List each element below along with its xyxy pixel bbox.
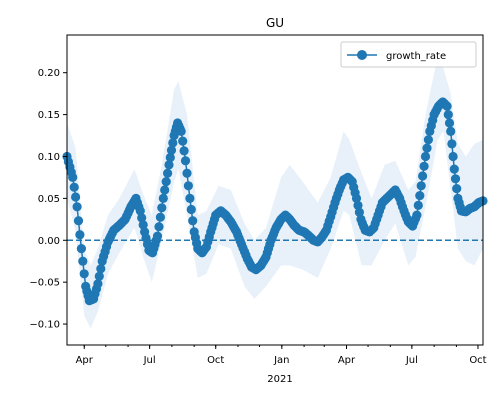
data-point [449, 164, 459, 174]
data-point [96, 264, 106, 274]
data-point [450, 174, 461, 184]
data-point [76, 244, 86, 254]
data-point [447, 139, 457, 149]
data-point [422, 143, 432, 153]
x-tick-label: Jul [405, 355, 418, 366]
y-tick-label: −0.05 [29, 278, 60, 289]
x-tick-label: Apr [76, 355, 94, 366]
data-point [185, 193, 195, 203]
y-tick-label: 0.20 [38, 68, 60, 79]
data-point [138, 220, 148, 230]
x-tick-label: Jan [273, 355, 289, 366]
data-point [448, 151, 458, 162]
data-point [416, 181, 426, 191]
x-tick-label: Apr [338, 355, 356, 366]
data-point [188, 216, 198, 226]
data-point [418, 171, 428, 181]
data-point [419, 161, 429, 171]
data-point [155, 212, 165, 222]
confidence-band [67, 55, 483, 329]
y-tick-label: 0.05 [38, 194, 60, 205]
data-point [161, 177, 171, 187]
data-point [160, 185, 170, 195]
data-point [164, 160, 174, 170]
y-tick-label: −0.10 [29, 320, 60, 331]
data-point [166, 145, 177, 155]
data-point [178, 136, 188, 146]
growth-rate-markers [62, 97, 488, 306]
data-point [443, 110, 453, 120]
y-tick-label: 0.15 [38, 110, 60, 121]
data-point [73, 216, 84, 226]
y-tick-label: 0.00 [38, 236, 60, 247]
data-point [444, 118, 455, 128]
data-point [452, 184, 462, 194]
data-point [186, 204, 196, 215]
data-point [79, 269, 89, 279]
data-point [413, 200, 423, 210]
x-tick-label: Jul [143, 355, 156, 366]
data-point [176, 126, 186, 136]
legend[interactable]: growth_rate [340, 41, 477, 68]
data-point [423, 135, 433, 145]
data-point [165, 152, 175, 163]
data-point [68, 172, 78, 182]
x-tick-label: Oct [207, 355, 224, 366]
data-point [446, 126, 456, 136]
data-point [137, 213, 147, 223]
data-point [442, 101, 452, 111]
data-point [135, 206, 145, 216]
data-point [72, 202, 82, 212]
data-point [168, 138, 178, 148]
y-tick-label: 0.10 [38, 152, 60, 163]
legend-entry-growth-rate: growth_rate [386, 51, 446, 62]
data-point [183, 181, 193, 191]
data-point [71, 192, 81, 202]
data-point [163, 168, 173, 178]
data-point [152, 231, 163, 241]
plot-frame [66, 34, 484, 346]
legend-marker-swatch [357, 50, 367, 60]
data-point [94, 271, 104, 281]
data-point [75, 230, 85, 240]
data-point [420, 151, 431, 162]
data-point [157, 203, 167, 213]
data-point [412, 210, 422, 220]
data-point [158, 193, 168, 203]
legend-box [340, 41, 477, 68]
plot-background [67, 35, 483, 345]
data-point [180, 156, 191, 166]
data-point [354, 207, 364, 217]
data-point [415, 191, 425, 201]
x-tick-label: Oct [469, 355, 486, 366]
data-point [179, 146, 189, 156]
data-point [69, 182, 79, 192]
y-axis: −0.10 −0.05 0.00 0.05 0.10 0.15 0.20 [29, 68, 67, 331]
data-point [154, 222, 164, 232]
plot-area [62, 34, 488, 346]
chart-title: GU [266, 16, 284, 30]
data-point [78, 256, 88, 266]
data-point [182, 168, 192, 178]
x-axis: Apr Jul Oct Jan Apr Jul Oct [76, 345, 487, 366]
data-point [353, 200, 363, 210]
data-point [351, 193, 362, 203]
data-point [93, 279, 103, 289]
x-axis-year-label: 2021 [267, 374, 292, 385]
